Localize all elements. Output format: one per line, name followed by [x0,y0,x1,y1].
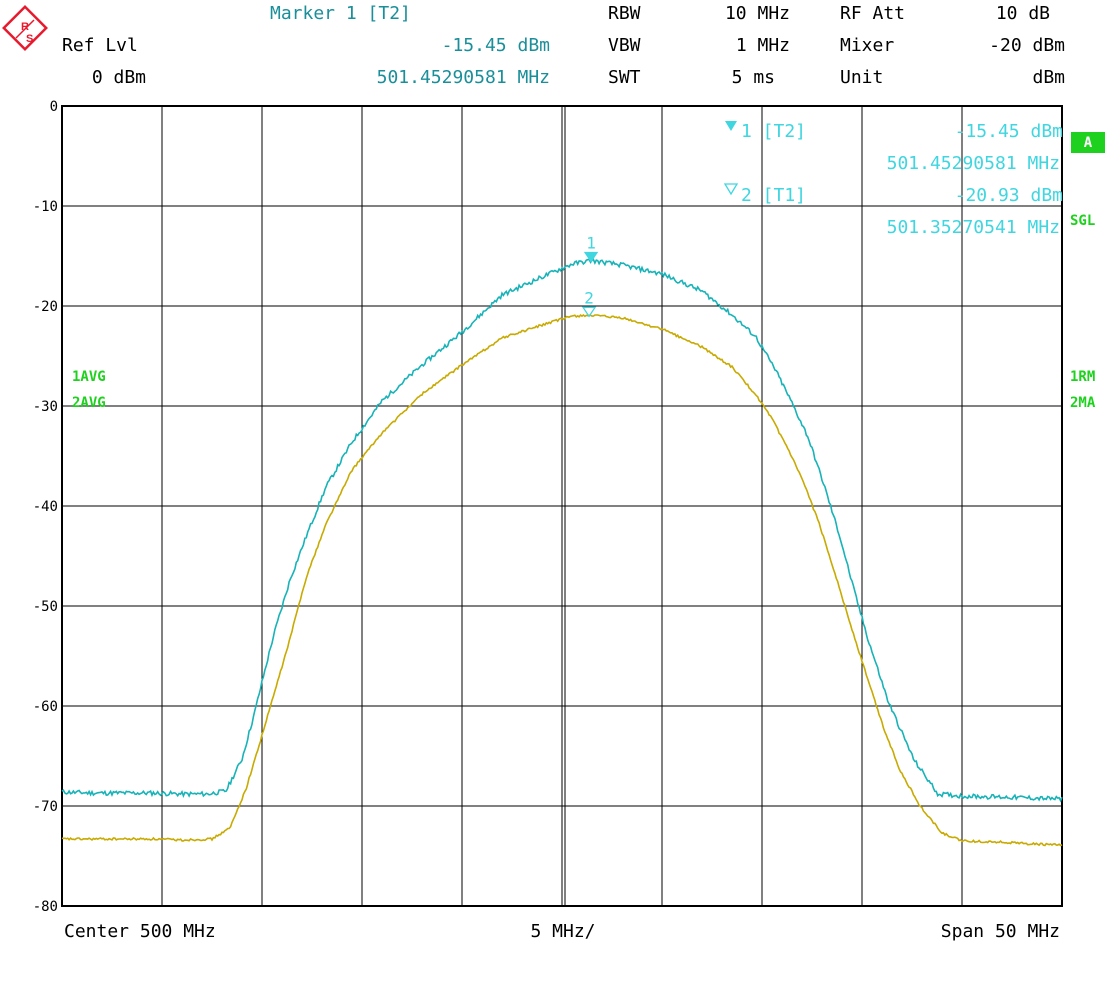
trace-2-avg-label: 2AVG [72,395,106,411]
y-tick-label: -70 [33,799,58,815]
plot-grid [61,105,1063,907]
trace-2 [61,313,1063,847]
rbw-label: RBW [608,3,641,24]
mixer-label: Mixer [840,35,894,56]
marker-1-id-label: 1 [586,234,596,253]
marker-2-triangle-icon [723,183,739,196]
svg-text:R: R [21,21,29,33]
trace-a-label: A [1084,135,1093,151]
ref-level-label: Ref Lvl [62,35,138,56]
rf-att-label: RF Att [840,3,905,24]
marker-1-label: 1 [T2] [741,121,806,142]
swt-label: SWT [608,67,641,88]
unit-value: dBm [1032,67,1065,88]
y-tick-label: 0 [50,99,58,115]
unit-label: Unit [840,67,883,88]
y-tick-label: -50 [33,599,58,615]
marker-2-id-label: 2 [584,288,594,307]
span: Span 50 MHz [941,921,1060,942]
trace-1-avg-label: 1AVG [72,369,106,385]
y-tick-labels: 0 -10 -20 -30 -40 -50 -60 -70 -80 [33,99,58,915]
marker-2-triangle-icon [581,306,597,318]
trace-1-rm-label: 1RM [1070,369,1095,385]
marker-1-triangle-icon [583,251,599,263]
vbw-value: 1 MHz [736,35,790,56]
marker-2-label: 2 [T1] [741,185,806,206]
marker-frequency: 501.45290581 MHz [377,67,550,88]
marker-2-frequency: 501.35270541 MHz [887,217,1060,238]
rs-logo: R S [2,5,48,51]
trace-2-ma-label: 2MA [1070,395,1096,411]
frequency-per-division: 5 MHz/ [530,921,595,942]
marker-1-triangle-icon [725,121,737,131]
swt-value: 5 ms [732,67,775,88]
rf-att-value: 10 dB [996,3,1050,24]
marker-level: -15.45 dBm [442,35,550,56]
y-tick-label: -30 [33,399,58,415]
trace-markers: 12 [581,234,599,318]
y-tick-label: -20 [33,299,58,315]
sgl-label: SGL [1070,213,1095,229]
traces [61,258,1063,847]
vbw-label: VBW [608,35,641,56]
marker-2-level: -20.93 dBm [955,185,1063,206]
marker-1-frequency: 501.45290581 MHz [887,153,1060,174]
y-tick-label: -80 [33,899,58,915]
y-tick-label: -60 [33,699,58,715]
marker-readout: 1 [T2] -15.45 dBm 501.45290581 MHz 2 [T1… [723,121,1063,238]
marker-1-level: -15.45 dBm [955,121,1063,142]
center-frequency: Center 500 MHz [64,921,216,942]
trace-1 [61,258,1063,803]
rbw-value: 10 MHz [725,3,790,24]
trace-a-box [1071,132,1105,153]
mixer-value: -20 dBm [989,35,1065,56]
plot-frame [61,105,1063,907]
ref-level-value: 0 dBm [92,67,146,88]
marker-title: Marker 1 [T2] [270,3,411,24]
svg-text:S: S [26,33,33,45]
y-tick-label: -40 [33,499,58,515]
y-tick-label: -10 [33,199,58,215]
